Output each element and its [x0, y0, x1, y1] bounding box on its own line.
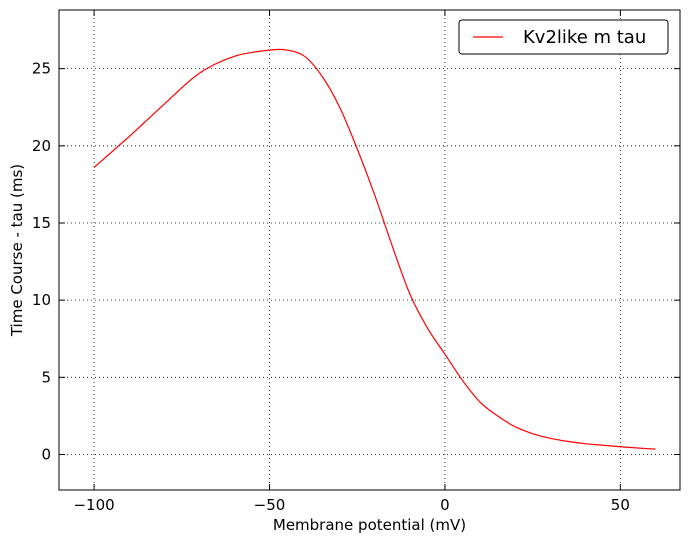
tick-labels: −100 −50 0 50 0 5 10 15 20 25	[32, 60, 630, 514]
axis-ticks	[59, 10, 680, 490]
plot-frame	[58, 9, 681, 491]
y-tick-label: 20	[32, 137, 51, 155]
y-tick-label: 0	[41, 446, 51, 464]
y-tick-label: 5	[41, 368, 51, 386]
series-lines	[93, 48, 656, 450]
y-tick-label: 15	[32, 214, 51, 232]
y-axis-label: Time Course - tau (ms)	[8, 164, 26, 337]
x-tick-label: 0	[440, 496, 450, 514]
legend: Kv2like m tau	[458, 19, 669, 55]
x-tick-label: −50	[254, 496, 286, 514]
legend-entry-kv2like-m-tau: Kv2like m tau	[523, 27, 646, 48]
y-tick-label: 25	[32, 60, 51, 78]
grid-lines	[59, 10, 680, 490]
y-tick-label: 10	[32, 291, 51, 309]
series-line-kv2like-m-tau	[93, 48, 656, 450]
x-tick-label: −100	[73, 496, 114, 514]
x-axis-label: Membrane potential (mV)	[273, 516, 466, 534]
legend-box	[458, 19, 669, 55]
x-tick-label: 50	[611, 496, 630, 514]
